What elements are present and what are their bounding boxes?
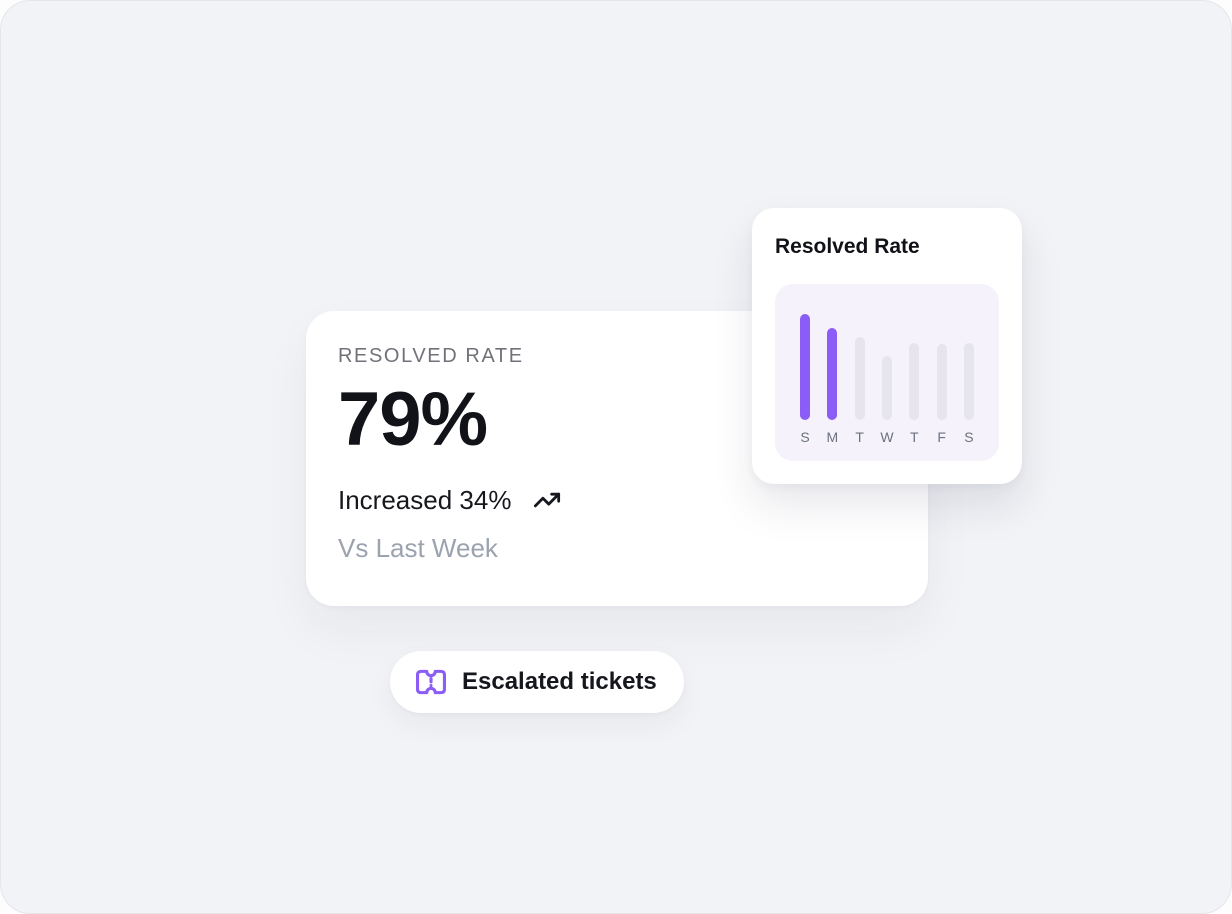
chart-title: Resolved Rate [775, 235, 920, 258]
bar-column: F [936, 344, 948, 445]
bar-column: W [880, 356, 894, 445]
ticket-icon [414, 667, 448, 697]
bar-label: S [800, 429, 810, 445]
bar [827, 328, 838, 420]
bar-label: M [826, 429, 839, 445]
bar [963, 343, 974, 420]
stat-label: RESOLVED RATE [338, 345, 524, 367]
bar-column: T [854, 337, 866, 445]
trending-up-icon [529, 486, 565, 514]
bar-column: M [826, 328, 838, 445]
bar [800, 314, 810, 420]
bar-column: S [963, 343, 975, 445]
bar-label: W [880, 429, 894, 445]
bar [936, 344, 947, 420]
stat-comparison: Vs Last Week [338, 533, 498, 563]
bar [854, 337, 865, 420]
bar-column: S [799, 314, 811, 445]
bar-label: F [937, 429, 946, 445]
escalated-tickets-button[interactable]: Escalated tickets [390, 651, 684, 713]
stat-change-row: Increased 34% [338, 484, 892, 516]
escalated-tickets-label: Escalated tickets [462, 668, 657, 695]
bar-column: T [908, 343, 920, 445]
bar-label: T [910, 429, 919, 445]
bar [881, 356, 892, 420]
stat-value: 79% [338, 377, 488, 462]
bar-label: S [964, 429, 974, 445]
stat-change-text: Increased 34% [338, 485, 512, 515]
bar-label: T [855, 429, 864, 445]
bar [909, 343, 920, 420]
